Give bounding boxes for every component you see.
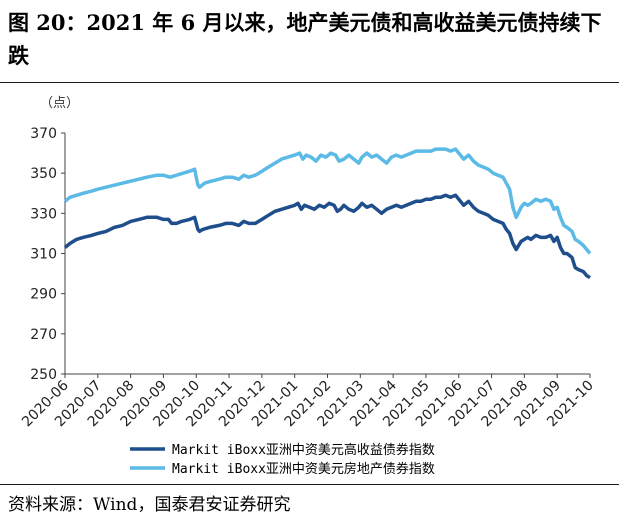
legend-label: Markit iBoxx亚洲中资美元高收益债券指数 xyxy=(172,442,435,458)
y-tick-label: 310 xyxy=(30,247,57,263)
source-divider xyxy=(0,484,619,485)
legend-label: Markit iBoxx亚洲中资美元房地产债券指数 xyxy=(172,461,435,477)
y-tick-label: 270 xyxy=(30,327,57,343)
series-line xyxy=(63,193,591,280)
y-axis: 250 270 290 310 330 350 370 xyxy=(30,126,66,383)
source-note: 资料来源：Wind，国泰君安证券研究 xyxy=(8,495,291,515)
figure-title: 图 20：2021 年 6 月以来，地产美元债和高收益美元债持续下跌 xyxy=(8,10,602,68)
x-axis: 2020-062020-072020-082020-092020-102020-… xyxy=(19,373,597,430)
y-tick-label: 350 xyxy=(30,166,57,182)
line-chart: 250 270 290 310 330 350 370 2020-062020-072020… xyxy=(19,126,597,477)
y-tick-label: 250 xyxy=(30,367,57,383)
y-tick-label: 290 xyxy=(30,287,57,303)
y-axis-unit: （点） xyxy=(40,96,80,111)
series-line xyxy=(63,147,592,255)
y-tick-label: 370 xyxy=(30,126,57,142)
series-lines xyxy=(63,147,592,280)
legend: Markit iBoxx亚洲中资美元高收益债券指数 Markit iBoxx亚洲中… xyxy=(130,442,435,477)
y-tick-label: 330 xyxy=(30,206,57,222)
title-divider xyxy=(0,82,619,83)
